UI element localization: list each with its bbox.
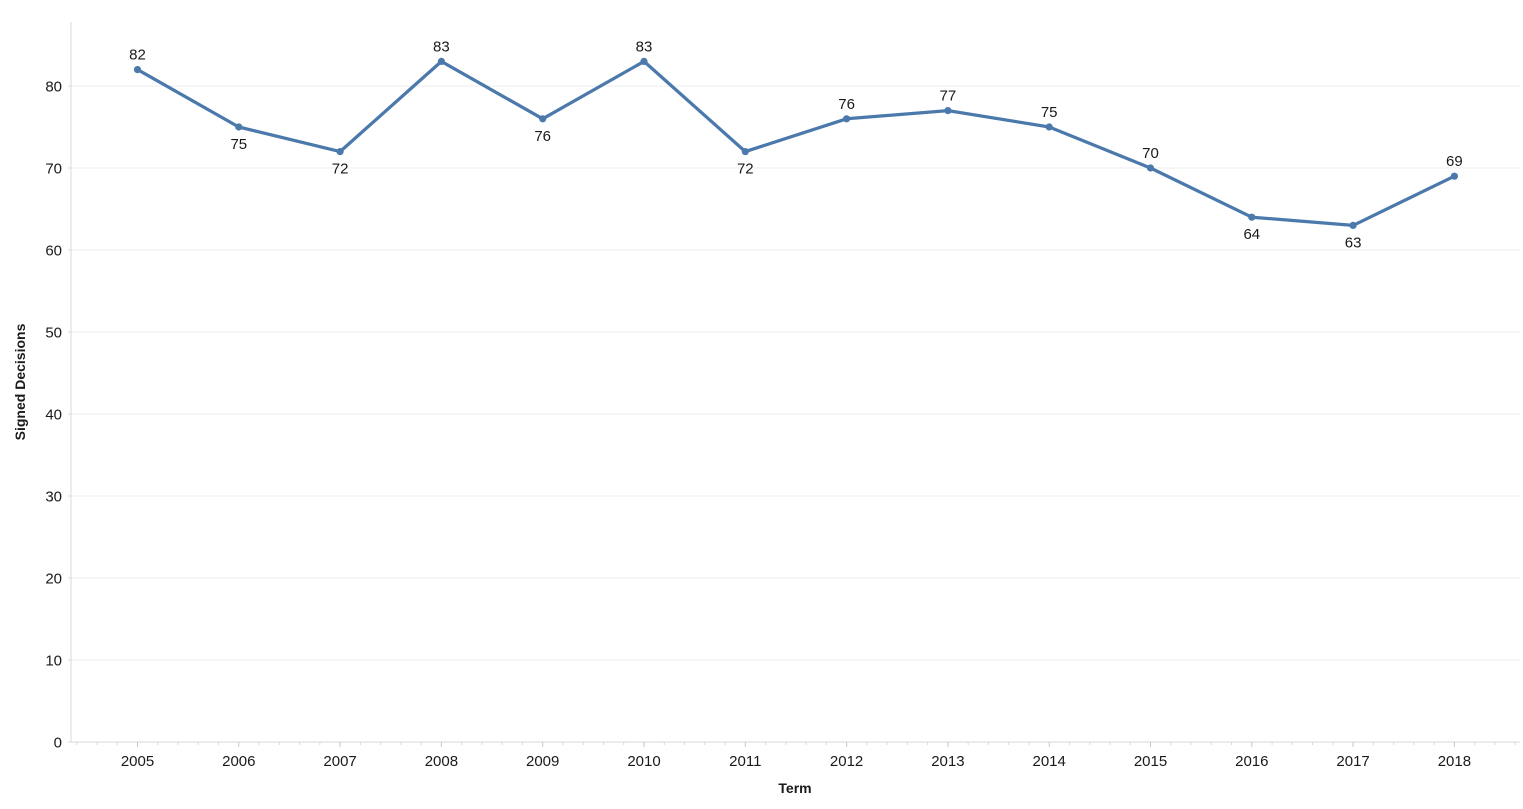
data-point-marker — [1045, 123, 1053, 131]
y-tick-label: 50 — [45, 325, 62, 342]
data-point-marker — [437, 57, 445, 65]
data-point-label: 83 — [636, 38, 653, 55]
axes-layer — [70, 22, 1520, 743]
x-tick-label: 2011 — [729, 753, 761, 770]
data-point-marker — [843, 115, 851, 123]
data-point-label: 83 — [433, 38, 450, 55]
data-labels-layer: 82 75 72 83 76 83 72 76 77 75 70 64 63 69 — [129, 38, 1463, 251]
data-point-label: 82 — [129, 47, 146, 64]
data-point-label: 75 — [1041, 104, 1058, 121]
data-point-marker — [741, 148, 749, 156]
y-tick-label: 80 — [45, 79, 62, 96]
ticks-layer — [68, 85, 1516, 747]
data-point-marker — [944, 107, 952, 115]
data-point-marker — [1349, 221, 1357, 229]
y-tick-label: 40 — [45, 407, 62, 424]
data-point-marker — [1146, 164, 1155, 172]
x-tick-label: 2017 — [1336, 753, 1369, 770]
data-point-marker — [1450, 172, 1458, 180]
data-point-label: 70 — [1142, 145, 1159, 162]
tick-labels-layer: 0 10 20 30 40 50 60 70 80 2005 2006 2007 2008 2009 201… — [45, 79, 1471, 771]
data-point-label: 77 — [940, 88, 957, 105]
x-tick-label: 2010 — [627, 753, 660, 770]
data-point-marker — [133, 66, 142, 74]
x-tick-label: 2006 — [222, 753, 255, 770]
y-tick-label: 0 — [54, 735, 62, 752]
series-layer — [133, 57, 1458, 229]
data-point-label: 75 — [230, 136, 247, 153]
x-tick-label: 2016 — [1235, 753, 1268, 770]
x-axis-title: Term — [778, 780, 811, 796]
data-point-label: 63 — [1345, 234, 1362, 251]
series-line — [135, 59, 1457, 228]
x-tick-label: 2015 — [1134, 753, 1167, 770]
x-tick-label: 2005 — [121, 753, 154, 770]
x-tick-label: 2009 — [526, 753, 559, 770]
data-point-marker — [539, 115, 547, 123]
x-tick-label: 2014 — [1033, 753, 1066, 770]
data-point-marker — [235, 123, 243, 131]
x-tick-label: 2012 — [830, 753, 863, 770]
gridlines-layer — [71, 85, 1520, 661]
data-point-label: 76 — [534, 128, 551, 145]
y-tick-label: 60 — [45, 243, 62, 260]
data-point-label: 64 — [1243, 226, 1260, 243]
x-tick-label: 2018 — [1438, 753, 1471, 770]
x-tick-label: 2013 — [931, 753, 964, 770]
data-point-marker — [1248, 213, 1256, 221]
data-point-label: 72 — [737, 161, 754, 178]
x-tick-label: 2008 — [425, 753, 458, 770]
y-tick-label: 20 — [45, 571, 62, 588]
data-point-marker — [336, 148, 344, 156]
data-point-label: 72 — [332, 161, 349, 178]
y-axis-title: Signed Decisions — [12, 323, 28, 440]
data-point-label: 76 — [838, 96, 855, 113]
data-point-label: 69 — [1446, 153, 1463, 170]
data-point-marker — [640, 57, 648, 65]
y-tick-label: 10 — [45, 653, 62, 670]
x-tick-label: 2007 — [323, 753, 356, 770]
y-tick-label: 30 — [45, 489, 62, 506]
y-tick-label: 70 — [45, 161, 62, 178]
